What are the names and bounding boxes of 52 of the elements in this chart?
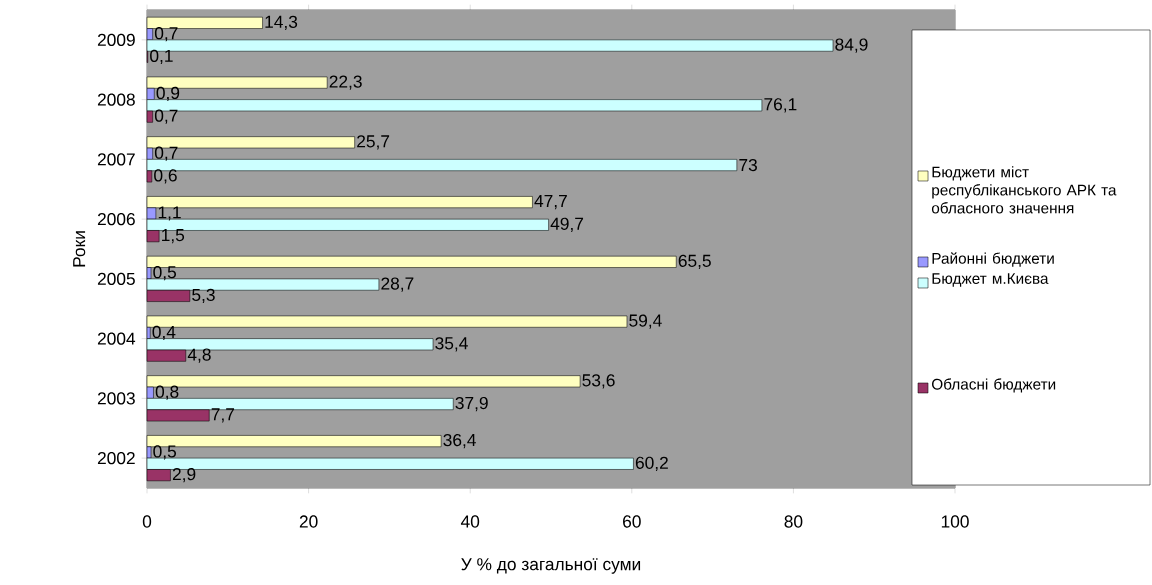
legend-label: Районні бюджети <box>932 252 1054 267</box>
data-label: 7,7 <box>211 408 235 423</box>
data-label: 0,8 <box>155 385 179 400</box>
data-label: 0,6 <box>154 169 177 184</box>
data-label: 0,7 <box>154 27 178 42</box>
data-label: 5,3 <box>192 288 215 304</box>
y-tick-label: 2007 <box>97 153 135 166</box>
data-label: 14,3 <box>265 15 298 30</box>
x-tick-label: 80 <box>784 515 803 528</box>
data-label: 59,4 <box>629 314 662 329</box>
data-label: 1,5 <box>162 229 185 244</box>
legend-label: Бюджет м.Києва <box>932 273 1049 287</box>
data-label: 0,1 <box>150 49 173 65</box>
data-label: 0,7 <box>154 146 178 161</box>
data-label: 47,7 <box>534 195 567 210</box>
y-axis-title: Роки <box>73 231 86 267</box>
x-tick-label: 100 <box>941 515 969 528</box>
y-tick-label: 2004 <box>97 332 136 345</box>
y-tick-label: 2006 <box>97 212 135 226</box>
data-label: 2,9 <box>172 467 196 483</box>
data-label: 73 <box>739 158 757 172</box>
y-tick-label: 2003 <box>97 392 135 405</box>
data-label: 84,9 <box>835 38 868 53</box>
y-tick-label: 2005 <box>97 272 135 286</box>
data-label: 36,4 <box>443 433 476 449</box>
data-label: 0,7 <box>154 109 178 124</box>
data-label: 53,6 <box>582 374 615 389</box>
legend-label: Бюджети міст республіканського АРК та обласного значення <box>931 166 1117 214</box>
data-label: 4,8 <box>187 348 211 363</box>
y-tick-label: 2009 <box>97 33 135 47</box>
x-axis-title: У % до загальної суми <box>461 558 641 574</box>
x-tick-label: 60 <box>623 515 641 528</box>
data-label: 0,5 <box>153 266 177 281</box>
data-label: 0,5 <box>153 445 177 460</box>
data-label: 25,7 <box>357 135 390 150</box>
legend-label: Обласні бюджети <box>932 378 1056 393</box>
data-label: 0,4 <box>152 325 176 341</box>
data-label: 37,9 <box>455 396 488 412</box>
x-tick-label: 0 <box>142 515 152 528</box>
data-label: 35,4 <box>435 337 468 352</box>
x-tick-label: 20 <box>299 515 318 528</box>
x-tick-label: 40 <box>460 515 480 528</box>
data-label: 76,1 <box>764 98 797 113</box>
data-label: 65,5 <box>678 254 711 269</box>
data-label: 0,9 <box>156 86 180 102</box>
data-label: 1,1 <box>158 206 181 221</box>
data-label: 28,7 <box>381 277 414 292</box>
data-label: 22,3 <box>329 75 362 90</box>
data-label: 60,2 <box>635 456 668 471</box>
data-label: 49,7 <box>550 217 584 232</box>
y-tick-label: 2008 <box>97 93 135 106</box>
y-tick-label: 2002 <box>97 451 135 465</box>
